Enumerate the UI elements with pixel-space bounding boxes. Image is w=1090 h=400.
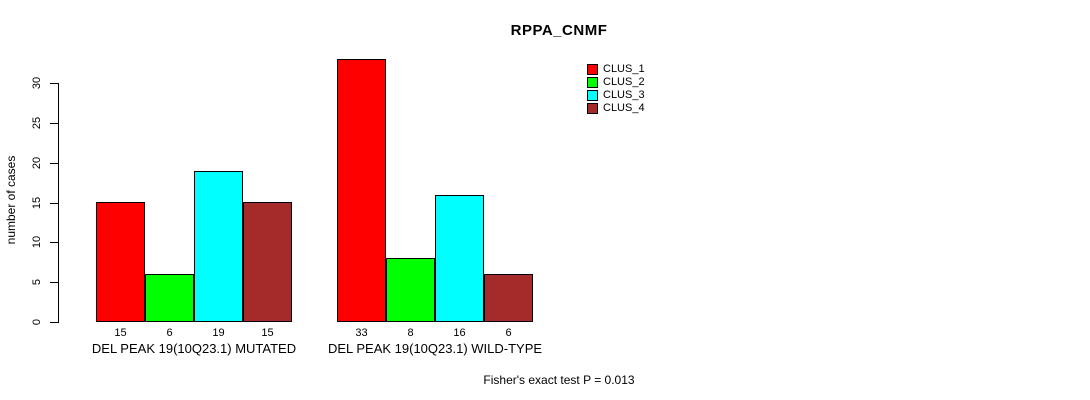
x-group-label: DEL PEAK 19(10Q23.1) WILD-TYPE: [327, 341, 543, 356]
y-axis-tick: [50, 162, 58, 164]
bar-value-label: 16: [453, 327, 466, 339]
y-axis-line: [58, 83, 59, 323]
y-axis-tick-label: 15: [31, 196, 43, 209]
y-axis-label: number of cases: [4, 155, 18, 245]
legend-label: CLUS_4: [603, 102, 645, 114]
legend-row-clus_3: CLUS_3: [587, 89, 645, 102]
bar-value-label: 15: [114, 327, 127, 339]
bar-clus_3-group2: [435, 195, 484, 322]
bar-clus_2-group1: [145, 274, 194, 322]
fisher-test-note: Fisher's exact test P = 0.013: [483, 373, 635, 387]
bar-clus_1-group1: [96, 202, 145, 322]
legend-swatch-clus_3: [587, 90, 598, 101]
y-axis-tick-label: 10: [31, 236, 43, 249]
y-axis-tick-label: 5: [31, 279, 43, 286]
y-axis-tick: [50, 83, 58, 84]
legend-swatch-clus_4: [587, 103, 598, 114]
y-axis-tick-label: 25: [31, 116, 43, 129]
legend-row-clus_4: CLUS_4: [587, 102, 645, 115]
bar-clus_1-group2: [337, 59, 386, 322]
legend-label: CLUS_2: [603, 76, 645, 88]
bar-clus_4-group1: [243, 202, 292, 322]
bar-value-label: 6: [505, 327, 512, 339]
y-axis-tick: [50, 322, 58, 323]
bar-value-label: 6: [166, 327, 173, 339]
legend-label: CLUS_1: [603, 63, 645, 75]
legend-swatch-clus_2: [587, 77, 598, 88]
y-axis-tick: [50, 242, 58, 244]
bar-value-label: 19: [212, 327, 225, 339]
legend-swatch-clus_1: [587, 64, 598, 75]
bar-value-label: 15: [261, 327, 274, 339]
chart-title: RPPA_CNMF: [510, 22, 608, 39]
bar-value-label: 8: [407, 327, 414, 339]
legend-row-clus_2: CLUS_2: [587, 76, 645, 89]
y-axis-tick-label: 20: [31, 156, 43, 169]
bar-clus_2-group2: [386, 258, 435, 322]
bar-value-label: 33: [355, 327, 368, 339]
bar-clus_4-group2: [484, 274, 533, 322]
y-axis-tick: [50, 202, 58, 204]
legend-row-clus_1: CLUS_1: [587, 63, 645, 76]
x-group-label: DEL PEAK 19(10Q23.1) MUTATED: [91, 341, 297, 356]
bar-clus_3-group1: [194, 171, 243, 322]
y-axis-tick-label: 0: [31, 318, 43, 326]
y-axis-tick: [50, 282, 58, 284]
legend-label: CLUS_3: [603, 89, 645, 101]
legend: CLUS_1 CLUS_2 CLUS_3 CLUS_4: [587, 63, 645, 115]
y-axis-tick-label: 30: [31, 76, 43, 90]
y-axis-tick: [50, 122, 58, 124]
